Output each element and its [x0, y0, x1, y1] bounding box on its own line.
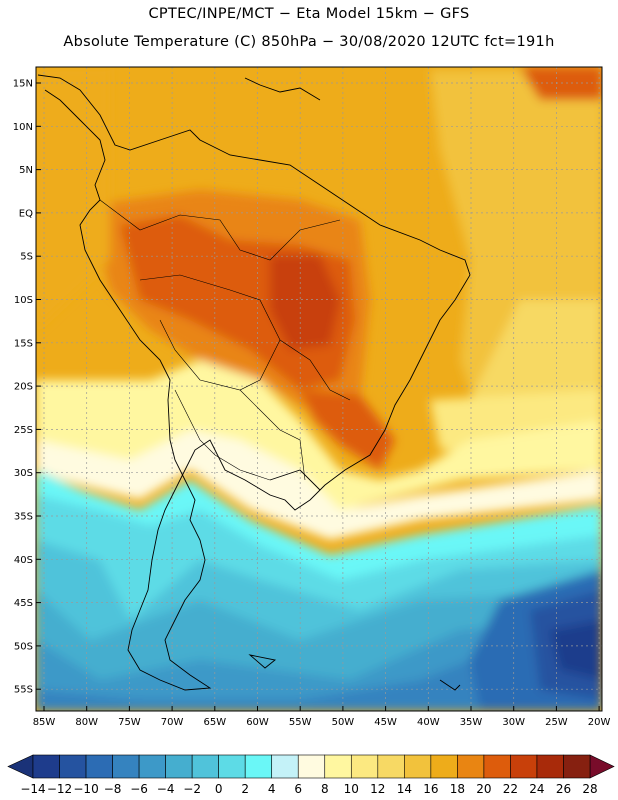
colorbar-label: −14 — [20, 782, 45, 796]
lat-label: EQ — [19, 208, 33, 219]
colorbar-label: 24 — [529, 782, 544, 796]
latitude-axis: 15N 10N 5N EQ 5S 10S 15S 20S 25S 30S 35S 40S 45S 50S 5… — [13, 79, 41, 696]
lat-label: 5S — [20, 252, 33, 263]
lat-label: 10N — [13, 122, 33, 133]
lon-label: 30W — [502, 717, 525, 728]
colorbar-swatch — [32, 754, 60, 779]
colorbar: −14 −12 −10 −8 −6 −4 −2 0 2 4 6 8 10 12 14 16 18 20 22 24 26… — [7, 754, 615, 796]
lon-label: 85W — [33, 717, 56, 728]
colorbar-swatch — [483, 754, 511, 779]
country-borders — [99, 199, 351, 481]
colorbar-swatch — [85, 754, 113, 779]
lat-label: 5N — [19, 165, 33, 176]
colorbar-label: −2 — [183, 782, 201, 796]
colorbar-label: 20 — [476, 782, 491, 796]
lat-label: 35S — [14, 512, 33, 523]
colorbar-label: 16 — [423, 782, 438, 796]
lat-label: 15N — [13, 79, 33, 90]
lat-label: 55S — [14, 685, 33, 696]
colorbar-label: 2 — [241, 782, 249, 796]
colorbar-swatch — [457, 754, 485, 779]
colorbar-swatch — [563, 754, 591, 779]
colorbar-label: −12 — [47, 782, 72, 796]
lat-label: 20S — [14, 382, 33, 393]
colorbar-label: 0 — [215, 782, 223, 796]
colorbar-label: 14 — [397, 782, 412, 796]
graticule — [36, 67, 602, 711]
temperature-field — [36, 67, 602, 711]
lon-label: 50W — [332, 717, 355, 728]
lon-label: 20W — [588, 717, 611, 728]
map-frame — [35, 66, 603, 712]
colorbar-swatch — [191, 754, 219, 779]
colorbar-swatch — [536, 754, 564, 779]
lon-label: 60W — [246, 717, 269, 728]
colorbar-label: 22 — [503, 782, 518, 796]
lon-label: 35W — [460, 717, 483, 728]
colorbar-arrow-high — [589, 754, 615, 779]
colorbar-label: 4 — [268, 782, 276, 796]
lon-label: 70W — [161, 717, 184, 728]
colorbar-label: 26 — [556, 782, 571, 796]
colorbar-label: −4 — [157, 782, 175, 796]
colorbar-label: −6 — [130, 782, 148, 796]
colorbar-swatch — [59, 754, 87, 779]
lat-label: 30S — [14, 468, 33, 479]
colorbar-swatch — [350, 754, 379, 779]
lat-label: 10S — [14, 295, 33, 306]
lon-label: 65W — [203, 717, 226, 728]
colorbar-swatch — [510, 754, 538, 779]
coastline — [37, 74, 471, 691]
colorbar-label: −10 — [73, 782, 98, 796]
colorbar-label: 8 — [321, 782, 329, 796]
lat-label: 45S — [14, 598, 33, 609]
colorbar-label: 6 — [294, 782, 302, 796]
lat-label: 50S — [14, 641, 33, 652]
lat-label: 40S — [14, 555, 33, 566]
lat-label: 15S — [14, 338, 33, 349]
colorbar-label: −8 — [104, 782, 122, 796]
title-model: CPTEC/INPE/MCT − Eta Model 15km − GFS — [148, 6, 470, 22]
colorbar-arrow-low — [7, 754, 34, 779]
lon-label: 55W — [289, 717, 312, 728]
lon-label: 45W — [374, 717, 397, 728]
colorbar-swatch — [138, 754, 166, 779]
colorbar-swatch — [377, 754, 405, 779]
colorbar-swatch — [218, 754, 246, 779]
colorbar-label: 12 — [370, 782, 385, 796]
colorbar-swatch — [297, 754, 326, 779]
lon-label: 80W — [75, 717, 98, 728]
lat-label: 25S — [14, 425, 33, 436]
colorbar-label: 18 — [450, 782, 465, 796]
colorbar-swatch — [404, 754, 432, 779]
lon-label: 25W — [545, 717, 568, 728]
colorbar-swatch — [112, 754, 140, 779]
colorbar-swatch — [244, 754, 273, 779]
colorbar-swatch — [324, 754, 352, 779]
colorbar-label: 10 — [344, 782, 359, 796]
colorbar-swatch — [430, 754, 458, 779]
lon-label: 75W — [118, 717, 141, 728]
lon-label: 40W — [417, 717, 440, 728]
longitude-axis: 85W 80W 75W 70W 65W 60W 55W 50W 45W 40W 35W 30W 25W 2… — [33, 706, 611, 728]
colorbar-swatch — [165, 754, 193, 779]
title-variable: Absolute Temperature (C) 850hPa − 30/08/… — [63, 34, 555, 50]
colorbar-label: 28 — [582, 782, 597, 796]
colorbar-swatch — [271, 754, 299, 779]
